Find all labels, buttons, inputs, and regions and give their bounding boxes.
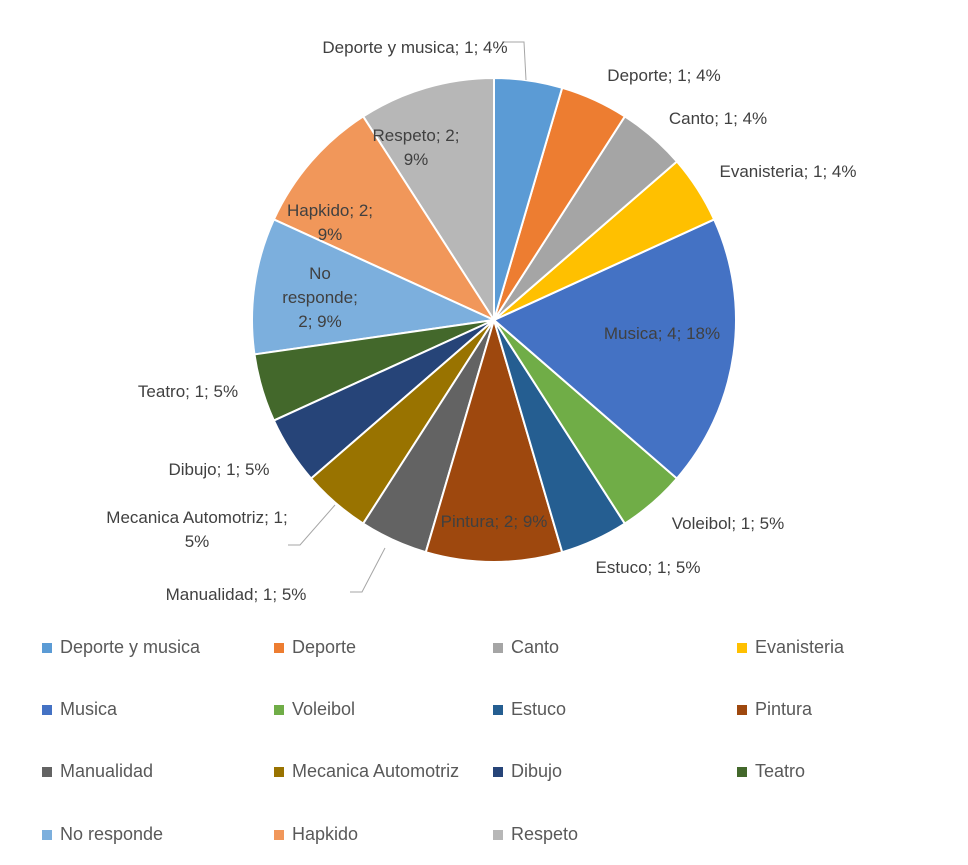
data-label: Pintura; 2; 9% (440, 512, 548, 531)
legend-swatch (737, 642, 747, 653)
legend-swatch (737, 704, 747, 715)
data-label: Manualidad; 1; 5% (165, 585, 307, 604)
pie-slice (361, 76, 495, 324)
legend-item: Deporte y musica (42, 637, 200, 658)
legend-label: Teatro (755, 761, 806, 781)
legend-swatch (42, 642, 52, 653)
legend-item: Manualidad (42, 761, 153, 782)
legend-swatch (42, 766, 52, 777)
legend-item: Dibujo (493, 761, 562, 782)
leader-line (350, 547, 386, 593)
data-label: Evanisteria; 1; 4% (719, 162, 857, 181)
pie-slice (492, 218, 737, 480)
data-label: Canto; 1; 4% (668, 109, 768, 128)
legend-label: Estuco (511, 699, 567, 719)
legend-swatch (737, 766, 747, 777)
pie-slice (272, 115, 497, 323)
data-label: Dibujo; 1; 5% (168, 460, 270, 479)
pie-slice (493, 76, 564, 321)
legend-label: Dibujo (511, 761, 563, 781)
legend-swatch (274, 766, 284, 777)
legend-swatch (274, 642, 284, 653)
legend-item: Pintura (737, 699, 812, 720)
legend-label: Evanisteria (755, 637, 845, 657)
data-label: Musica; 4; 18% (603, 324, 721, 343)
legend-swatch (493, 704, 503, 715)
legend-item: Deporte (274, 637, 356, 658)
legend-item: Musica (42, 699, 117, 720)
legend-label: Pintura (755, 699, 813, 719)
data-label: Deporte; 1; 4% (607, 66, 721, 85)
legend-item: Mecanica Automotriz (274, 761, 459, 782)
legend-label: Manualidad (60, 761, 154, 781)
pie-slice (251, 218, 498, 356)
pie-slice (424, 316, 564, 563)
legend-item: Hapkido (274, 824, 358, 845)
data-label: Deporte y musica; 1; 4% (322, 38, 508, 57)
legend-label: Canto (511, 637, 560, 657)
data-label: Hapkido; 2; 9% (287, 201, 373, 244)
legend-label: Musica (60, 699, 118, 719)
legend-label: Mecanica Automotriz (292, 761, 460, 781)
legend-swatch (42, 704, 52, 715)
data-label: Respeto; 2; 9% (372, 126, 460, 169)
legend-swatch (42, 829, 52, 840)
data-label: Mecanica Automotriz; 1; 5% (106, 508, 288, 551)
legend-swatch (493, 829, 503, 840)
legend-item: Respeto (493, 824, 578, 845)
legend-item: Canto (493, 637, 559, 658)
leader-line (288, 504, 336, 546)
legend-label: No responde (60, 824, 164, 844)
legend-label: Deporte y musica (60, 637, 201, 657)
legend-swatch (493, 642, 503, 653)
legend-swatch (274, 704, 284, 715)
legend-swatch (493, 766, 503, 777)
data-label: Estuco; 1; 5% (595, 558, 701, 577)
legend-item: Estuco (493, 699, 566, 720)
data-label: No responde; 2; 9% (282, 264, 358, 331)
legend-item: Teatro (737, 761, 805, 782)
legend-label: Hapkido (292, 824, 359, 844)
data-label: Voleibol; 1; 5% (671, 514, 785, 533)
legend-label: Deporte (292, 637, 357, 657)
legend-label: Respeto (511, 824, 579, 844)
legend-swatch (274, 829, 284, 840)
legend-item: No responde (42, 824, 163, 845)
legend-item: Voleibol (274, 699, 355, 720)
legend-label: Voleibol (292, 699, 356, 719)
legend-item: Evanisteria (737, 637, 844, 658)
data-label: Teatro; 1; 5% (137, 382, 239, 401)
leader-line (502, 41, 527, 81)
